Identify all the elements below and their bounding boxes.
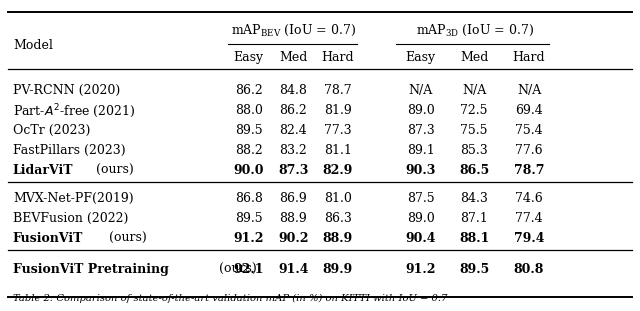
Text: 90.4: 90.4 bbox=[405, 232, 436, 245]
Text: PV-RCNN (2020): PV-RCNN (2020) bbox=[13, 84, 120, 97]
Text: 90.0: 90.0 bbox=[234, 165, 264, 177]
Text: 87.5: 87.5 bbox=[407, 192, 435, 205]
Text: 80.8: 80.8 bbox=[514, 263, 544, 276]
Text: 77.6: 77.6 bbox=[515, 144, 543, 157]
Text: 89.0: 89.0 bbox=[407, 212, 435, 225]
Text: N/A: N/A bbox=[462, 84, 486, 97]
Text: FastPillars (2023): FastPillars (2023) bbox=[13, 144, 125, 157]
Text: 92.1: 92.1 bbox=[234, 263, 264, 276]
Text: Hard: Hard bbox=[321, 51, 354, 64]
Text: 81.0: 81.0 bbox=[324, 192, 352, 205]
Text: FusionViT: FusionViT bbox=[13, 232, 83, 245]
Text: Model: Model bbox=[13, 39, 52, 52]
Text: 89.9: 89.9 bbox=[323, 263, 353, 276]
Text: 86.9: 86.9 bbox=[280, 192, 307, 205]
Text: 83.2: 83.2 bbox=[280, 144, 307, 157]
Text: 86.2: 86.2 bbox=[235, 84, 262, 97]
Text: 74.6: 74.6 bbox=[515, 192, 543, 205]
Text: 85.3: 85.3 bbox=[460, 144, 488, 157]
Text: 88.0: 88.0 bbox=[235, 104, 262, 117]
Text: 78.7: 78.7 bbox=[514, 165, 544, 177]
Text: 87.3: 87.3 bbox=[407, 124, 435, 137]
Text: Med: Med bbox=[460, 51, 488, 64]
Text: Easy: Easy bbox=[406, 51, 436, 64]
Text: 89.5: 89.5 bbox=[235, 212, 262, 225]
Text: 91.2: 91.2 bbox=[405, 263, 436, 276]
Text: LidarViT: LidarViT bbox=[13, 165, 74, 177]
Text: 91.4: 91.4 bbox=[278, 263, 308, 276]
Text: Part-$A^2$-free (2021): Part-$A^2$-free (2021) bbox=[13, 102, 136, 120]
Text: OcTr (2023): OcTr (2023) bbox=[13, 124, 90, 137]
Text: (ours): (ours) bbox=[93, 165, 134, 177]
Text: 88.2: 88.2 bbox=[235, 144, 262, 157]
Text: 81.9: 81.9 bbox=[324, 104, 352, 117]
Text: N/A: N/A bbox=[408, 84, 433, 97]
Text: FusionViT Pretraining: FusionViT Pretraining bbox=[13, 263, 169, 276]
Text: 88.1: 88.1 bbox=[459, 232, 490, 245]
Text: 75.5: 75.5 bbox=[460, 124, 488, 137]
Text: 82.4: 82.4 bbox=[280, 124, 307, 137]
Text: 69.4: 69.4 bbox=[515, 104, 543, 117]
Text: mAP$_\mathregular{BEV}$ (IoU = 0.7): mAP$_\mathregular{BEV}$ (IoU = 0.7) bbox=[231, 23, 356, 38]
Text: 86.5: 86.5 bbox=[459, 165, 490, 177]
Text: 91.2: 91.2 bbox=[234, 232, 264, 245]
Text: 90.2: 90.2 bbox=[278, 232, 308, 245]
Text: 77.4: 77.4 bbox=[515, 212, 543, 225]
Text: MVX-Net-PF(2019): MVX-Net-PF(2019) bbox=[13, 192, 134, 205]
Text: Hard: Hard bbox=[513, 51, 545, 64]
Text: 75.4: 75.4 bbox=[515, 124, 543, 137]
Text: (ours): (ours) bbox=[105, 232, 147, 245]
Text: 84.8: 84.8 bbox=[279, 84, 307, 97]
Text: 81.1: 81.1 bbox=[324, 144, 352, 157]
Text: Table 2: Comparison of state-of-the-art validation mAP (in %) on KITTI with IoU : Table 2: Comparison of state-of-the-art … bbox=[13, 294, 447, 304]
Text: 86.8: 86.8 bbox=[235, 192, 262, 205]
Text: 84.3: 84.3 bbox=[460, 192, 488, 205]
Text: 88.9: 88.9 bbox=[280, 212, 307, 225]
Text: 89.1: 89.1 bbox=[407, 144, 435, 157]
Text: N/A: N/A bbox=[517, 84, 541, 97]
Text: 86.2: 86.2 bbox=[280, 104, 307, 117]
Text: 87.1: 87.1 bbox=[460, 212, 488, 225]
Text: mAP$_\mathregular{3D}$ (IoU = 0.7): mAP$_\mathregular{3D}$ (IoU = 0.7) bbox=[416, 23, 534, 38]
Text: 77.3: 77.3 bbox=[324, 124, 351, 137]
Text: 87.3: 87.3 bbox=[278, 165, 308, 177]
Text: Med: Med bbox=[279, 51, 307, 64]
Text: 86.3: 86.3 bbox=[324, 212, 352, 225]
Text: 72.5: 72.5 bbox=[460, 104, 488, 117]
Text: 89.5: 89.5 bbox=[235, 124, 262, 137]
Text: 89.0: 89.0 bbox=[407, 104, 435, 117]
Text: 79.4: 79.4 bbox=[514, 232, 544, 245]
Text: 82.9: 82.9 bbox=[323, 165, 353, 177]
Text: 90.3: 90.3 bbox=[406, 165, 436, 177]
Text: 89.5: 89.5 bbox=[459, 263, 490, 276]
Text: BEVFusion (2022): BEVFusion (2022) bbox=[13, 212, 128, 225]
Text: (ours): (ours) bbox=[215, 263, 257, 276]
Text: Easy: Easy bbox=[234, 51, 264, 64]
Text: 88.9: 88.9 bbox=[323, 232, 353, 245]
Text: 78.7: 78.7 bbox=[324, 84, 351, 97]
